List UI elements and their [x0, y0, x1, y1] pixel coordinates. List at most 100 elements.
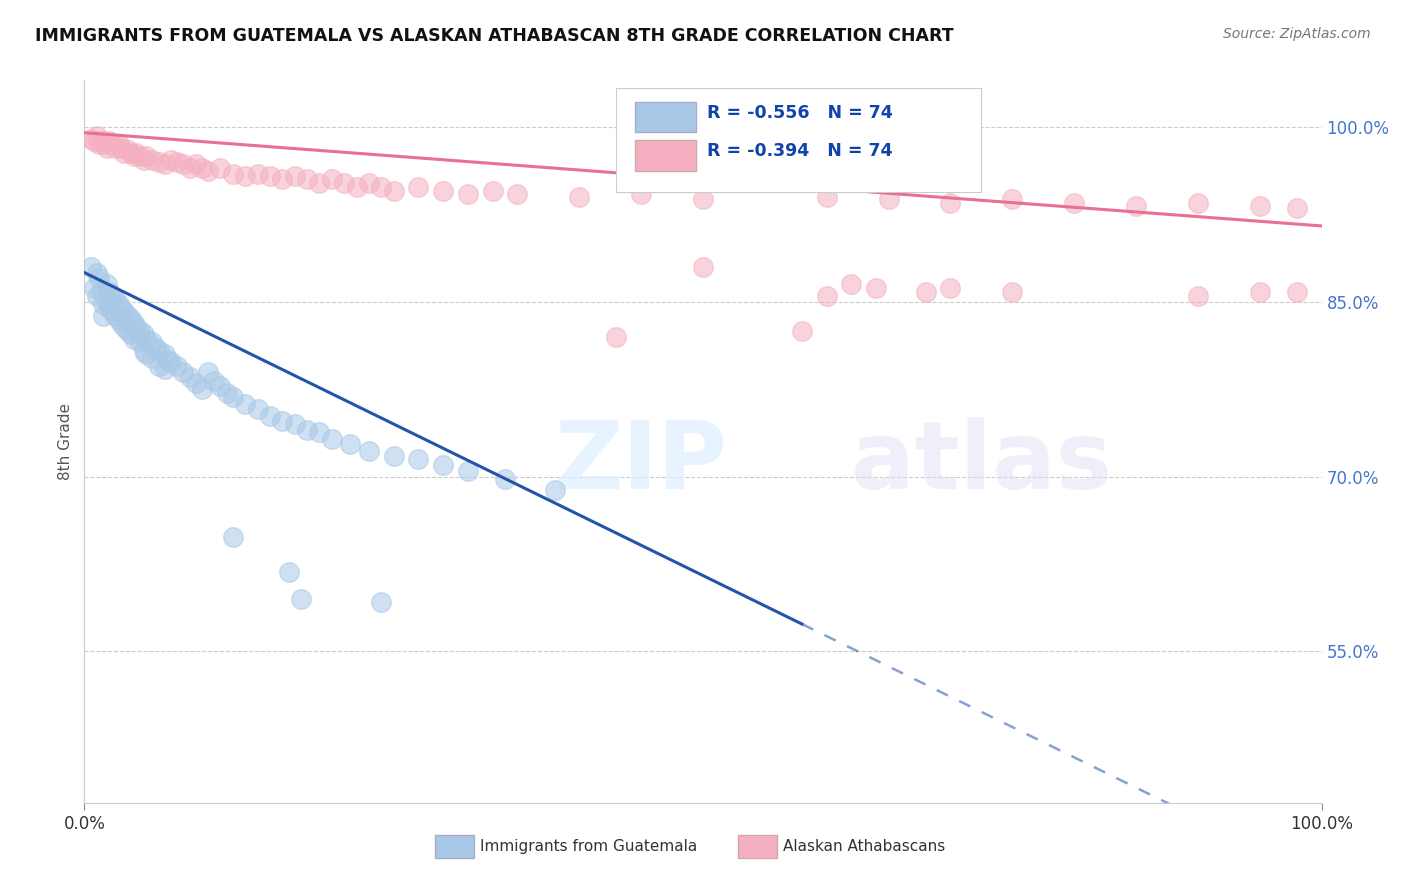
- Point: [104, 141, 127, 155]
- FancyBboxPatch shape: [434, 835, 474, 858]
- Point: [122, 332, 145, 346]
- Point: [865, 281, 887, 295]
- Point: [148, 154, 170, 169]
- Point: [120, 312, 142, 326]
- Point: [122, 316, 145, 330]
- Point: [79, 260, 101, 274]
- Point: [295, 423, 318, 437]
- Point: [179, 370, 201, 384]
- Point: [132, 327, 155, 342]
- Point: [100, 289, 122, 303]
- Point: [100, 304, 122, 318]
- Point: [914, 285, 936, 300]
- Point: [197, 164, 219, 178]
- Point: [790, 324, 813, 338]
- Point: [86, 266, 108, 280]
- Point: [108, 297, 131, 311]
- Point: [630, 187, 652, 202]
- Point: [120, 327, 142, 342]
- Point: [408, 452, 430, 467]
- Point: [841, 277, 863, 292]
- Point: [145, 341, 167, 355]
- Point: [1249, 285, 1271, 300]
- Text: Immigrants from Guatemala: Immigrants from Guatemala: [481, 838, 697, 854]
- Point: [370, 180, 392, 194]
- Point: [284, 169, 307, 183]
- Point: [357, 176, 380, 190]
- Point: [141, 351, 163, 365]
- Point: [83, 281, 105, 295]
- Point: [339, 437, 361, 451]
- Y-axis label: 8th Grade: 8th Grade: [58, 403, 73, 480]
- Text: R = -0.556   N = 74: R = -0.556 N = 74: [707, 103, 893, 122]
- Point: [160, 153, 183, 167]
- Point: [939, 195, 962, 210]
- Point: [432, 184, 454, 198]
- Point: [148, 343, 170, 358]
- Point: [568, 190, 591, 204]
- Point: [284, 417, 307, 431]
- Point: [96, 277, 118, 292]
- Point: [1249, 199, 1271, 213]
- Point: [91, 309, 114, 323]
- Point: [96, 294, 118, 309]
- Point: [135, 332, 157, 346]
- Point: [98, 285, 121, 300]
- Point: [333, 176, 356, 190]
- Point: [1187, 289, 1209, 303]
- Text: Alaskan Athabascans: Alaskan Athabascans: [783, 838, 946, 854]
- Point: [209, 161, 232, 175]
- Point: [692, 260, 714, 274]
- Point: [308, 176, 330, 190]
- Point: [815, 190, 838, 204]
- Point: [209, 378, 232, 392]
- Point: [692, 192, 714, 206]
- Point: [90, 285, 112, 300]
- Text: R = -0.394   N = 74: R = -0.394 N = 74: [707, 142, 893, 160]
- Point: [141, 153, 163, 167]
- Point: [271, 413, 294, 427]
- Point: [129, 324, 152, 338]
- Point: [321, 432, 343, 446]
- Text: ZIP: ZIP: [554, 417, 727, 509]
- FancyBboxPatch shape: [636, 140, 696, 170]
- Point: [202, 374, 225, 388]
- Point: [1001, 285, 1024, 300]
- Point: [89, 271, 111, 285]
- Point: [197, 365, 219, 379]
- Point: [939, 281, 962, 295]
- Text: atlas: atlas: [852, 417, 1112, 509]
- Point: [191, 382, 214, 396]
- Point: [233, 169, 256, 183]
- Point: [222, 390, 245, 404]
- Point: [172, 157, 194, 171]
- Point: [815, 289, 838, 303]
- Point: [104, 309, 127, 323]
- Point: [357, 443, 380, 458]
- Point: [117, 143, 139, 157]
- Point: [290, 591, 312, 606]
- Point: [179, 161, 201, 175]
- Point: [408, 180, 430, 194]
- Point: [1285, 285, 1308, 300]
- Point: [160, 355, 183, 369]
- Point: [108, 137, 131, 152]
- Point: [506, 187, 529, 202]
- Point: [112, 304, 135, 318]
- Point: [141, 335, 163, 350]
- Point: [481, 184, 503, 198]
- Point: [166, 359, 188, 373]
- Point: [112, 320, 135, 334]
- Point: [86, 129, 108, 144]
- Point: [1285, 202, 1308, 216]
- Point: [104, 293, 127, 307]
- Point: [132, 153, 155, 167]
- Point: [1187, 195, 1209, 210]
- Point: [246, 401, 269, 416]
- Point: [108, 312, 131, 326]
- Point: [191, 161, 214, 175]
- Point: [122, 149, 145, 163]
- Point: [222, 530, 245, 544]
- FancyBboxPatch shape: [636, 102, 696, 132]
- Point: [233, 397, 256, 411]
